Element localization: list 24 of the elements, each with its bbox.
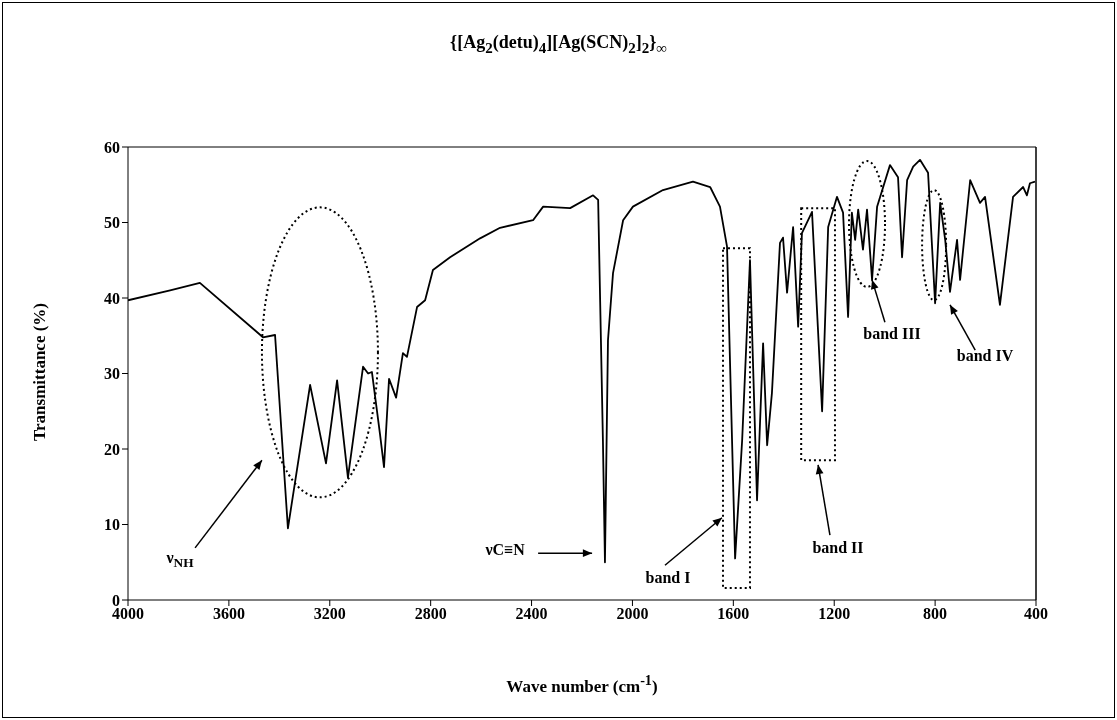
annotation: band III xyxy=(862,324,922,343)
x-tick-label: 1200 xyxy=(818,605,851,623)
x-tick-label: 800 xyxy=(923,605,948,623)
y-tick-label: 10 xyxy=(104,516,120,534)
x-tick-label: 400 xyxy=(1024,605,1048,623)
x-tick-label: 2400 xyxy=(515,605,548,623)
y-tick-label: 30 xyxy=(104,365,120,383)
x-tick-label: 3600 xyxy=(212,605,245,623)
y-tick-label: 50 xyxy=(104,214,120,232)
annotation: band I xyxy=(644,569,692,588)
x-tick-label: 1600 xyxy=(717,605,750,623)
annotation: band II xyxy=(811,539,865,558)
x-tick-label: 3200 xyxy=(313,605,346,623)
annotation: ν$_{NH}$ xyxy=(165,548,195,572)
x-axis-title: Wave number (cm$^{-1}$) xyxy=(505,672,659,697)
x-tick-label: 2800 xyxy=(414,605,447,623)
annotation: band IV xyxy=(955,347,1015,366)
chart-title: {[Ag$_{2}$(detu)$_{4}$][Ag(SCN)$_{2}$]$_{2}$}$_{∞}$ xyxy=(450,32,667,56)
annotation: νC≡N xyxy=(484,540,526,559)
y-tick-label: 40 xyxy=(104,289,120,307)
x-tick-label: 2000 xyxy=(616,605,649,623)
y-tick-label: 60 xyxy=(104,138,120,156)
y-axis-title: Transmittance (%) xyxy=(30,301,50,443)
y-tick-label: 20 xyxy=(104,440,120,458)
